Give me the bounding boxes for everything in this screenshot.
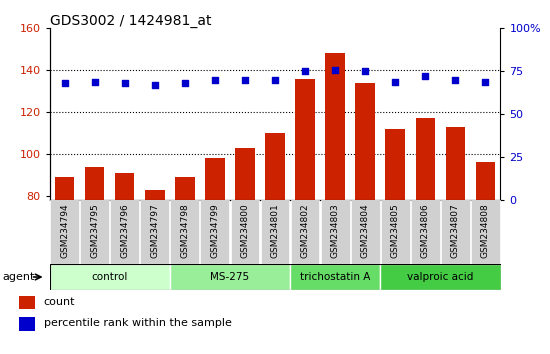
- Text: GSM234804: GSM234804: [361, 203, 370, 258]
- Bar: [140, 200, 169, 264]
- Bar: [321, 200, 350, 264]
- Bar: [55, 177, 74, 200]
- Text: MS-275: MS-275: [210, 272, 250, 282]
- Bar: [326, 53, 345, 200]
- Bar: [386, 129, 405, 200]
- Text: control: control: [91, 272, 128, 282]
- Bar: [110, 200, 139, 264]
- Text: GSM234805: GSM234805: [390, 203, 400, 258]
- Bar: [446, 127, 465, 200]
- Point: [271, 77, 279, 83]
- Bar: [145, 189, 164, 200]
- Bar: [230, 200, 260, 264]
- Point: [240, 77, 249, 83]
- Text: GSM234799: GSM234799: [210, 203, 219, 258]
- Bar: [50, 264, 170, 290]
- Bar: [85, 166, 104, 200]
- Text: GSM234795: GSM234795: [90, 203, 99, 258]
- Bar: [19, 296, 35, 309]
- Bar: [235, 148, 255, 200]
- Bar: [411, 200, 440, 264]
- Bar: [476, 162, 495, 200]
- Point: [421, 74, 430, 79]
- Bar: [290, 264, 380, 290]
- Text: GSM234796: GSM234796: [120, 203, 129, 258]
- Point: [331, 67, 339, 72]
- Point: [180, 80, 189, 86]
- Bar: [170, 200, 199, 264]
- Bar: [295, 79, 315, 200]
- Bar: [115, 173, 134, 200]
- Bar: [200, 200, 229, 264]
- Text: GSM234803: GSM234803: [331, 203, 340, 258]
- Text: GSM234798: GSM234798: [180, 203, 189, 258]
- Point: [211, 77, 219, 83]
- Point: [90, 79, 99, 84]
- Text: GSM234806: GSM234806: [421, 203, 430, 258]
- Bar: [265, 133, 285, 200]
- Text: GDS3002 / 1424981_at: GDS3002 / 1424981_at: [50, 14, 211, 28]
- Bar: [471, 200, 500, 264]
- Text: GSM234807: GSM234807: [451, 203, 460, 258]
- Bar: [80, 200, 109, 264]
- Bar: [416, 118, 435, 200]
- Point: [451, 77, 460, 83]
- Text: GSM234794: GSM234794: [60, 203, 69, 258]
- Bar: [19, 317, 35, 331]
- Point: [301, 68, 310, 74]
- Bar: [380, 264, 500, 290]
- Point: [361, 68, 370, 74]
- Text: GSM234801: GSM234801: [271, 203, 279, 258]
- Text: trichostatin A: trichostatin A: [300, 272, 370, 282]
- Text: count: count: [43, 297, 75, 307]
- Point: [481, 79, 490, 84]
- Bar: [351, 200, 380, 264]
- Bar: [381, 200, 410, 264]
- Text: GSM234802: GSM234802: [300, 203, 310, 258]
- Text: GSM234800: GSM234800: [240, 203, 250, 258]
- Text: GSM234797: GSM234797: [150, 203, 159, 258]
- Text: valproic acid: valproic acid: [407, 272, 474, 282]
- Bar: [175, 177, 195, 200]
- Text: GSM234808: GSM234808: [481, 203, 490, 258]
- Point: [391, 79, 400, 84]
- Point: [150, 82, 159, 88]
- Point: [60, 80, 69, 86]
- Text: percentile rank within the sample: percentile rank within the sample: [43, 318, 232, 329]
- Bar: [261, 200, 289, 264]
- Bar: [290, 200, 320, 264]
- Bar: [441, 200, 470, 264]
- Bar: [170, 264, 290, 290]
- Bar: [355, 83, 375, 200]
- Bar: [205, 158, 224, 200]
- Text: agent: agent: [3, 272, 35, 282]
- Point: [120, 80, 129, 86]
- Bar: [50, 200, 79, 264]
